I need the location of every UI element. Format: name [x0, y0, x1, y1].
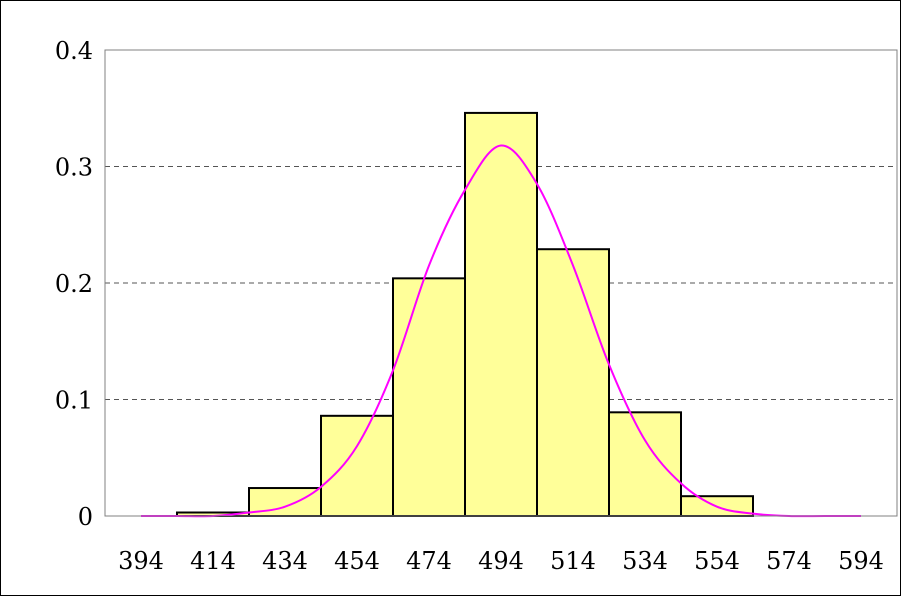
- y-tick-label-4: 0.4: [55, 37, 93, 65]
- x-tick-label-9: 574: [766, 547, 812, 575]
- y-tick-label-3: 0.3: [55, 154, 93, 182]
- x-tick-label-6: 514: [550, 547, 596, 575]
- histogram-bar-6: [608, 411, 682, 517]
- histogram-bar-4: [464, 111, 538, 517]
- x-tick-label-4: 474: [406, 547, 452, 575]
- y-tick-label-0: 0: [78, 503, 93, 531]
- histogram-bar-3: [392, 277, 466, 517]
- x-tick-label-5: 494: [478, 547, 524, 575]
- y-axis-ticks: 0 0.1 0.2 0.3 0.4: [55, 37, 93, 531]
- histogram-bar-2: [320, 414, 394, 517]
- y-tick-label-1: 0.1: [55, 387, 93, 415]
- bars-layer: [176, 111, 754, 518]
- y-tick-label-2: 0.2: [55, 270, 93, 298]
- histogram-bar-5: [536, 248, 610, 517]
- curve-layer: [141, 144, 861, 518]
- x-tick-label-8: 554: [694, 547, 740, 575]
- x-tick-label-2: 434: [262, 547, 308, 575]
- x-tick-label-3: 454: [334, 547, 380, 575]
- density-curve: [141, 144, 861, 518]
- x-tick-label-7: 534: [622, 547, 668, 575]
- x-tick-label-0: 394: [118, 547, 164, 575]
- plot-area: [104, 49, 898, 517]
- x-tick-label-10: 594: [838, 547, 884, 575]
- x-tick-label-1: 414: [190, 547, 236, 575]
- x-axis-ticks: 394 414 434 454 474 494 514 534 554 574 594: [118, 547, 884, 575]
